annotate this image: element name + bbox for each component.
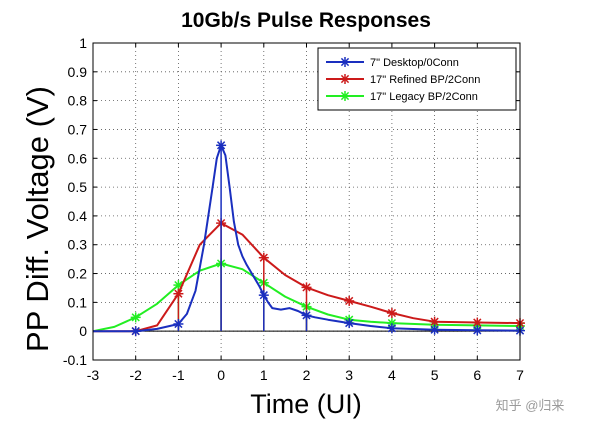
legend-entry: 7" Desktop/0Conn bbox=[326, 57, 459, 69]
series-marker bbox=[173, 318, 184, 329]
series-marker bbox=[429, 316, 440, 327]
x-tick-label: 4 bbox=[388, 367, 396, 383]
x-tick-label: 6 bbox=[473, 367, 481, 383]
x-axis-label: Time (UI) bbox=[250, 389, 361, 419]
legend-label: 7" Desktop/0Conn bbox=[370, 57, 459, 69]
series-marker bbox=[386, 323, 397, 334]
series-marker bbox=[258, 252, 269, 263]
x-tick-label: -3 bbox=[87, 367, 100, 383]
series-line bbox=[92, 262, 521, 333]
y-tick-label: 0.6 bbox=[68, 150, 88, 166]
series-marker bbox=[386, 308, 397, 319]
series-marker bbox=[344, 295, 355, 306]
series-layer bbox=[92, 140, 525, 337]
plot-frame bbox=[92, 42, 521, 361]
series-marker bbox=[130, 326, 141, 337]
legend-label: 17" Legacy BP/2Conn bbox=[370, 91, 478, 103]
y-tick-label: -0.1 bbox=[63, 352, 87, 368]
x-tick-label: 2 bbox=[303, 367, 311, 383]
axis-ticks: -3 -2 -1 0 1 2 3 4 5 6 7 -0.1 0 0.1 0.2 0.3 0.4 0.5 0.6 0.7… bbox=[63, 35, 524, 383]
chart-title: 10Gb/s Pulse Responses bbox=[181, 9, 431, 32]
series-marker bbox=[344, 318, 355, 329]
y-tick-label: 0 bbox=[79, 323, 87, 339]
y-tick-label: 0.7 bbox=[68, 121, 88, 137]
series-marker bbox=[130, 312, 141, 323]
y-tick-label: 0.2 bbox=[68, 266, 88, 282]
y-tick-label: 0.3 bbox=[68, 237, 88, 253]
x-tick-label: 0 bbox=[217, 367, 225, 383]
x-tick-label: -2 bbox=[129, 367, 142, 383]
legend-marker bbox=[340, 57, 350, 67]
y-tick-label: 0.9 bbox=[68, 64, 88, 80]
series-group bbox=[92, 258, 525, 333]
legend-label: 17" Refined BP/2Conn bbox=[370, 74, 480, 86]
series-group bbox=[93, 140, 525, 337]
series-marker bbox=[301, 310, 312, 321]
series-marker bbox=[258, 290, 269, 301]
legend-entry: 17" Refined BP/2Conn bbox=[326, 74, 480, 86]
y-tick-label: 1 bbox=[79, 35, 87, 51]
x-tick-label: 1 bbox=[260, 367, 268, 383]
legend-entry: 17" Legacy BP/2Conn bbox=[326, 91, 478, 103]
y-axis-label: PP Diff. Voltage (V) bbox=[20, 86, 55, 352]
legend-marker bbox=[340, 91, 350, 101]
x-tick-label: 3 bbox=[345, 367, 353, 383]
y-tick-label: 0.1 bbox=[68, 294, 88, 310]
series-marker bbox=[472, 325, 483, 336]
x-tick-label: 7 bbox=[516, 367, 524, 383]
y-tick-label: 0.5 bbox=[68, 179, 88, 195]
series-marker bbox=[429, 324, 440, 335]
x-tick-label: 5 bbox=[431, 367, 439, 383]
series-line bbox=[93, 222, 521, 333]
y-tick-label: 0.8 bbox=[68, 93, 88, 109]
legend: 7" Desktop/0Conn 17" Refined BP/2Conn 17" … bbox=[317, 47, 517, 111]
series-marker bbox=[301, 282, 312, 293]
y-tick-label: 0.4 bbox=[68, 208, 88, 224]
series-marker bbox=[173, 288, 184, 299]
legend-marker bbox=[340, 74, 350, 84]
series-line bbox=[93, 144, 521, 333]
watermark: 知乎 @归来 bbox=[496, 398, 565, 413]
x-tick-label: -1 bbox=[172, 367, 185, 383]
series-marker bbox=[216, 140, 227, 151]
